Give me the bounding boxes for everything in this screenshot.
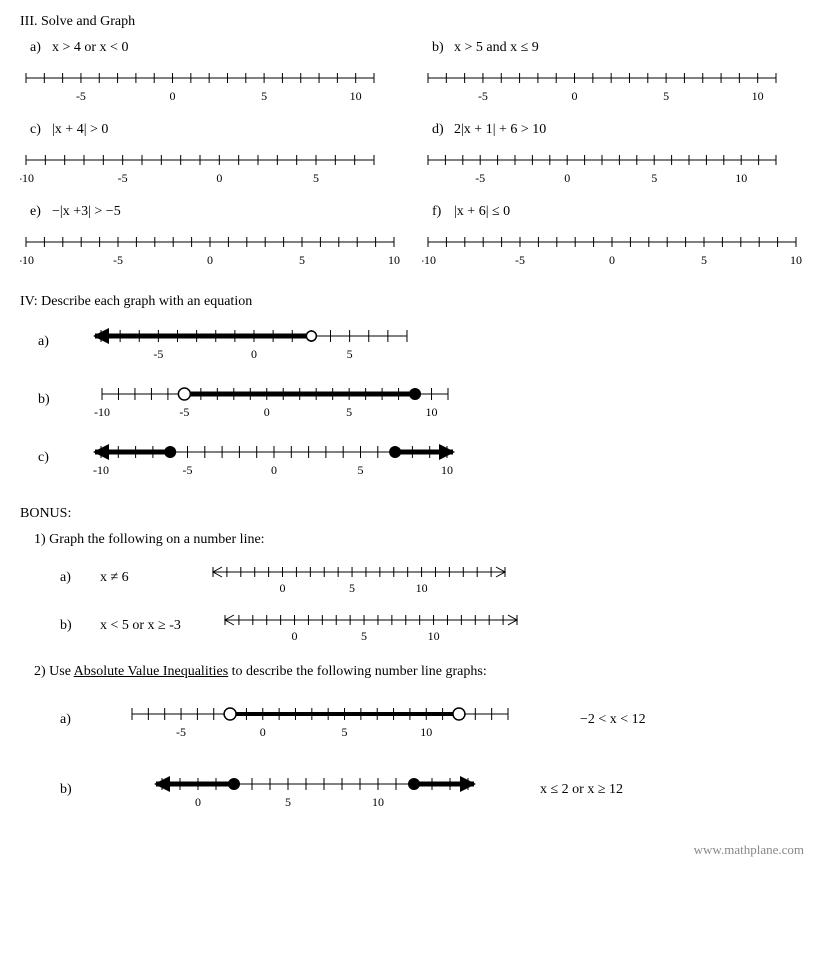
- problem-3f: f)|x + 6| ≤ 0: [432, 204, 804, 220]
- problem-3c: c)|x + 4| > 0: [30, 122, 402, 138]
- numline-3a: -5 0 5 10: [20, 64, 402, 104]
- svg-text:10: 10: [420, 725, 432, 739]
- bonus-1a-letter: a): [60, 570, 90, 586]
- problem-3b-expr: x > 5 and x ≤ 9: [454, 40, 539, 55]
- svg-text:10: 10: [441, 463, 453, 477]
- svg-text:10: 10: [415, 581, 427, 595]
- numline-3e: -10 -5 0 5 10: [20, 228, 402, 268]
- svg-text:0: 0: [564, 171, 570, 185]
- numline-3f: -10 -5 0 5 10: [422, 228, 804, 268]
- numline-3c: -10 -5 0 5: [20, 146, 402, 186]
- footer-attribution: www.mathplane.com: [20, 842, 804, 858]
- bonus-2a-answer: −2 < x < 12: [580, 712, 646, 728]
- svg-text:5: 5: [285, 795, 291, 809]
- bonus-2b-letter: b): [60, 782, 90, 798]
- bonus-title: BONUS:: [20, 506, 804, 522]
- bonus-1b-expr: x < 5 or x ≥ -3: [100, 618, 181, 634]
- problem-4a-letter: a): [38, 334, 49, 350]
- svg-text:10: 10: [752, 89, 764, 103]
- svg-text:10: 10: [735, 171, 747, 185]
- numline-4c: -10 -5 0 5 10: [89, 436, 459, 480]
- numline-4a: -5 0 5: [89, 320, 419, 364]
- svg-text:-5: -5: [515, 253, 525, 267]
- svg-text:5: 5: [663, 89, 669, 103]
- svg-text:-10: -10: [20, 253, 34, 267]
- bonus-1a-expr: x ≠ 6: [100, 570, 129, 586]
- numline-4b: -10 -5 0 5 10: [90, 378, 460, 422]
- svg-text:10: 10: [350, 89, 362, 103]
- bonus-2a-letter: a): [60, 712, 90, 728]
- section-4-title: IV: Describe each graph with an equation: [20, 294, 804, 310]
- svg-text:-10: -10: [93, 463, 109, 477]
- svg-text:5: 5: [361, 629, 367, 643]
- svg-text:-10: -10: [422, 253, 436, 267]
- svg-text:0: 0: [251, 347, 257, 361]
- svg-text:0: 0: [216, 171, 222, 185]
- svg-text:5: 5: [342, 725, 348, 739]
- problem-3e-expr: −|x +3| > −5: [52, 204, 121, 219]
- svg-text:10: 10: [427, 629, 439, 643]
- problem-3d-expr: 2|x + 1| + 6 > 10: [454, 122, 546, 137]
- bonus-q2-text: 2) Use Absolute Value Inequalities to de…: [34, 664, 804, 680]
- svg-text:-5: -5: [478, 89, 488, 103]
- svg-text:-5: -5: [176, 725, 186, 739]
- svg-text:-5: -5: [179, 405, 189, 419]
- svg-text:5: 5: [357, 463, 363, 477]
- svg-text:0: 0: [195, 795, 201, 809]
- svg-text:5: 5: [299, 253, 305, 267]
- bonus-1b-letter: b): [60, 618, 90, 634]
- numline-bonus-2b: 0 5 10: [150, 768, 480, 812]
- bonus-q1-text: 1) Graph the following on a number line:: [34, 532, 804, 548]
- numline-3d: -5 0 5 10: [422, 146, 804, 186]
- numline-3b: -5 0 5 10: [422, 64, 804, 104]
- problem-3a-expr: x > 4 or x < 0: [52, 40, 128, 55]
- svg-text:10: 10: [388, 253, 400, 267]
- svg-text:0: 0: [271, 463, 277, 477]
- problem-3f-expr: |x + 6| ≤ 0: [454, 204, 510, 219]
- problem-3b: b)x > 5 and x ≤ 9: [432, 40, 804, 56]
- svg-text:10: 10: [790, 253, 802, 267]
- svg-text:0: 0: [170, 89, 176, 103]
- svg-text:10: 10: [425, 405, 437, 419]
- svg-text:0: 0: [291, 629, 297, 643]
- problem-4c-letter: c): [38, 450, 49, 466]
- svg-text:0: 0: [207, 253, 213, 267]
- svg-text:5: 5: [651, 171, 657, 185]
- svg-text:5: 5: [349, 581, 355, 595]
- svg-text:5: 5: [701, 253, 707, 267]
- numline-bonus-2a: -5 0 5 10: [120, 698, 520, 742]
- svg-text:-5: -5: [153, 347, 163, 361]
- svg-text:5: 5: [347, 347, 353, 361]
- svg-text:0: 0: [279, 581, 285, 595]
- svg-text:10: 10: [372, 795, 384, 809]
- section-3-title: III. Solve and Graph: [20, 14, 804, 30]
- svg-text:5: 5: [261, 89, 267, 103]
- svg-text:-5: -5: [475, 171, 485, 185]
- svg-text:-5: -5: [118, 171, 128, 185]
- numline-bonus-1b: 0 5 10: [211, 606, 531, 646]
- problem-3c-expr: |x + 4| > 0: [52, 122, 108, 137]
- svg-text:5: 5: [346, 405, 352, 419]
- svg-text:-5: -5: [76, 89, 86, 103]
- problem-3d: d)2|x + 1| + 6 > 10: [432, 122, 804, 138]
- svg-text:-10: -10: [94, 405, 110, 419]
- problem-4b-letter: b): [38, 392, 50, 408]
- svg-text:5: 5: [313, 171, 319, 185]
- svg-text:-5: -5: [182, 463, 192, 477]
- svg-text:-10: -10: [20, 171, 34, 185]
- svg-text:0: 0: [609, 253, 615, 267]
- problem-3e: e)−|x +3| > −5: [30, 204, 402, 220]
- problem-3a: a)x > 4 or x < 0: [30, 40, 402, 56]
- svg-text:0: 0: [260, 725, 266, 739]
- svg-text:0: 0: [263, 405, 269, 419]
- svg-text:-5: -5: [113, 253, 123, 267]
- bonus-2b-answer: x ≤ 2 or x ≥ 12: [540, 782, 623, 798]
- numline-bonus-1a: 0 5 10: [199, 558, 519, 598]
- svg-text:0: 0: [572, 89, 578, 103]
